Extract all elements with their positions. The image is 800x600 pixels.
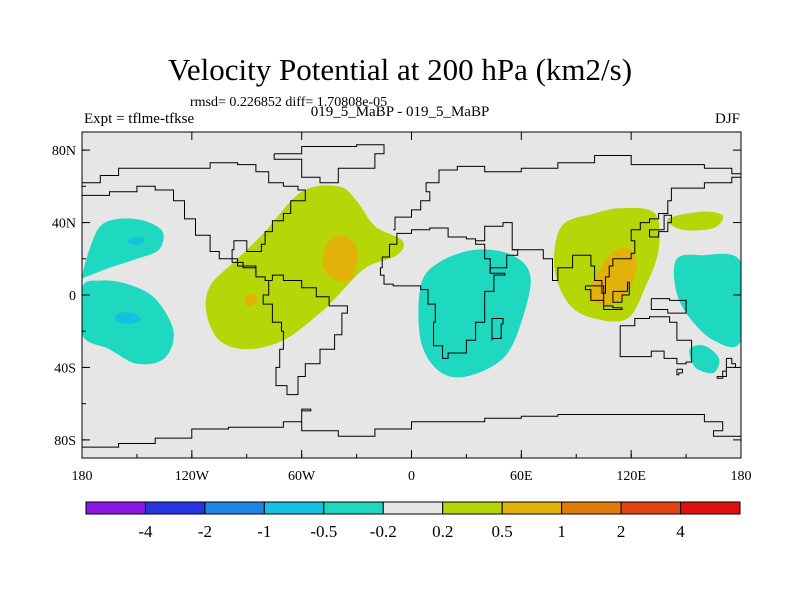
coastline-15 — [491, 318, 504, 341]
colorbar-swatch — [620, 501, 682, 515]
coastline-11 — [650, 298, 687, 314]
colorbar-label: 4 — [676, 522, 685, 541]
colorbar-swatch — [144, 501, 206, 515]
x-tick-label: 180 — [731, 469, 752, 484]
x-tick-label: 60W — [288, 469, 316, 484]
coastline-7 — [512, 176, 741, 294]
contour-region-asia-core — [588, 247, 637, 305]
colorbar-label: 1 — [557, 522, 566, 541]
chart-stats: rmsd= 0.226852 diff= 1.70808e-05 — [190, 95, 388, 110]
contour-region-east-pacific-negative — [673, 253, 741, 348]
chart-subtitle: 019_5_MaBP - 019_5_MaBP — [310, 104, 490, 120]
coastline-14 — [716, 357, 736, 379]
coastline-0 — [82, 162, 306, 281]
x-tick-label: 180 — [72, 469, 93, 484]
contour-region-north-pacific-core — [127, 236, 145, 245]
contour-region-south-pacific-core — [114, 312, 141, 324]
coastline-12 — [619, 316, 693, 365]
coastline-9 — [584, 285, 623, 310]
colorbar-swatch — [204, 501, 265, 515]
coastline-16 — [82, 408, 741, 448]
coastline-8 — [649, 214, 672, 238]
plot-background — [82, 132, 741, 458]
x-tick-label: 60E — [510, 469, 533, 484]
colorbar-swatch — [442, 501, 503, 515]
colorbar-label: 2 — [617, 522, 626, 541]
colorbar-label: 0.5 — [492, 522, 513, 541]
contour-region-atlantic-core — [322, 235, 358, 282]
colorbar-label: -0.2 — [370, 522, 397, 541]
x-tick-label: 120E — [616, 469, 646, 484]
y-tick-label: 40S — [54, 361, 76, 376]
coastline-5 — [379, 227, 506, 359]
y-tick-label: 80N — [52, 144, 76, 159]
y-tick-label: 0 — [69, 289, 76, 304]
colorbar-swatch — [680, 501, 741, 515]
colorbar-swatch — [85, 501, 146, 515]
colorbar-label: -0.5 — [310, 522, 337, 541]
contour-region-north-pacific-negative — [82, 218, 164, 280]
season-label: DJF — [714, 111, 740, 127]
contour-region-north-pacific-east-positive — [667, 211, 724, 231]
colorbar-swatch — [501, 501, 563, 515]
coastline-3 — [273, 144, 385, 184]
colorbar-swatch — [382, 501, 444, 515]
colorbar-swatch — [323, 501, 384, 515]
coastline-2 — [262, 274, 348, 396]
colorbar-label: -2 — [198, 522, 212, 541]
experiment-label: Expt = tflme-tfkse — [84, 111, 195, 127]
coastline-1 — [82, 185, 257, 274]
colorbar-label: -4 — [138, 522, 153, 541]
coastline-10 — [612, 281, 630, 303]
contour-region-amazon-core — [244, 293, 258, 307]
x-tick-label: 0 — [408, 469, 415, 484]
contour-region-africa-negative — [418, 249, 531, 378]
colorbar-swatch — [263, 501, 325, 515]
colorbar-label: 0.2 — [432, 522, 453, 541]
x-tick-label: 120W — [175, 469, 210, 484]
chart-title: Velocity Potential at 200 hPa (km2/s) — [167, 52, 633, 87]
y-tick-label: 40N — [52, 217, 76, 232]
y-tick-label: 80S — [54, 434, 76, 449]
coastline-4 — [393, 155, 741, 231]
contour-region-atlantic-positive — [205, 185, 404, 350]
contour-region-australia-east-negative — [689, 345, 720, 374]
coastline-13 — [676, 368, 683, 376]
colorbar-label: -1 — [257, 522, 271, 541]
colorbar-swatch — [561, 501, 622, 515]
